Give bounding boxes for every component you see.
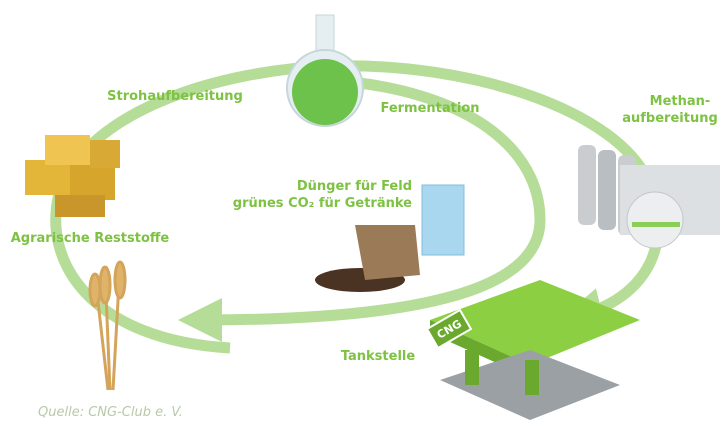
label: aufbereitung <box>622 111 718 126</box>
label: Tankstelle <box>341 349 416 364</box>
source: Quelle: CNG-Club e. V. <box>38 405 183 420</box>
flask-icon <box>287 15 363 126</box>
label: Fermentation <box>380 101 479 116</box>
label: grünes CO₂ für Getränke <box>233 196 412 211</box>
label: Strohaufbereitung <box>107 89 243 104</box>
label: Agrarische Reststoffe <box>11 231 170 246</box>
hay-bales-icon <box>25 135 120 217</box>
label: Dünger für Feld <box>297 179 412 194</box>
label: Methan- <box>650 94 711 109</box>
methane-plant-icon <box>578 145 720 248</box>
cycle-diagram: Strohaufbereitung Fermentation Methan- a… <box>0 0 723 427</box>
wheat-icon <box>90 262 125 390</box>
